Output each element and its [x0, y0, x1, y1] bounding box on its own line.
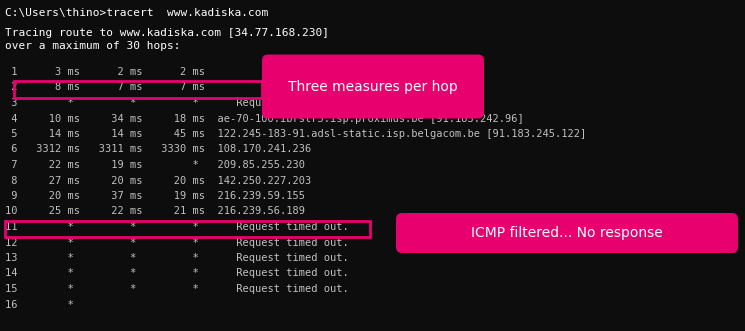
- Text: 10     25 ms     22 ms     21 ms  216.239.56.189: 10 25 ms 22 ms 21 ms 216.239.56.189: [5, 207, 305, 216]
- Text: 1      3 ms      2 ms      2 ms: 1 3 ms 2 ms 2 ms: [5, 67, 205, 77]
- Text: Three measures per hop: Three measures per hop: [288, 79, 458, 93]
- Text: 2      8 ms      7 ms      7 ms: 2 8 ms 7 ms 7 ms: [5, 82, 205, 92]
- Text: 6   3312 ms   3311 ms   3330 ms  108.170.241.236: 6 3312 ms 3311 ms 3330 ms 108.170.241.23…: [5, 145, 311, 155]
- Text: ICMP filtered... No response: ICMP filtered... No response: [471, 226, 663, 240]
- Text: 11        *         *         *      Request timed out.: 11 * * * Request timed out.: [5, 222, 349, 232]
- Text: 3        *         *         *      Request timed out.: 3 * * * Request timed out.: [5, 98, 349, 108]
- Text: 13        *         *         *      Request timed out.: 13 * * * Request timed out.: [5, 253, 349, 263]
- Text: 15        *         *         *      Request timed out.: 15 * * * Request timed out.: [5, 284, 349, 294]
- FancyBboxPatch shape: [396, 213, 738, 253]
- Text: 5     14 ms     14 ms     45 ms  122.245-183-91.adsl-static.isp.belgacom.be [91.: 5 14 ms 14 ms 45 ms 122.245-183-91.adsl-…: [5, 129, 586, 139]
- Text: 14        *         *         *      Request timed out.: 14 * * * Request timed out.: [5, 268, 349, 278]
- Text: Tracing route to www.kadiska.com [34.77.168.230]: Tracing route to www.kadiska.com [34.77.…: [5, 28, 329, 38]
- Text: 4     10 ms     34 ms     18 ms  ae-70-100.ibrstr5.isp.proximus.be [91.183.242.9: 4 10 ms 34 ms 18 ms ae-70-100.ibrstr5.is…: [5, 114, 524, 123]
- Text: over a maximum of 30 hops:: over a maximum of 30 hops:: [5, 41, 180, 51]
- Text: 9     20 ms     37 ms     19 ms  216.239.59.155: 9 20 ms 37 ms 19 ms 216.239.59.155: [5, 191, 305, 201]
- Text: 12        *         *         *      Request timed out.: 12 * * * Request timed out.: [5, 238, 349, 248]
- Text: C:\Users\thino>tracert  www.kadiska.com: C:\Users\thino>tracert www.kadiska.com: [5, 8, 268, 18]
- Text: 8     27 ms     20 ms     20 ms  142.250.227.203: 8 27 ms 20 ms 20 ms 142.250.227.203: [5, 175, 311, 185]
- Text: 7     22 ms     19 ms        *   209.85.255.230: 7 22 ms 19 ms * 209.85.255.230: [5, 160, 305, 170]
- Text: 16        *: 16 *: [5, 300, 74, 309]
- FancyBboxPatch shape: [262, 55, 484, 118]
